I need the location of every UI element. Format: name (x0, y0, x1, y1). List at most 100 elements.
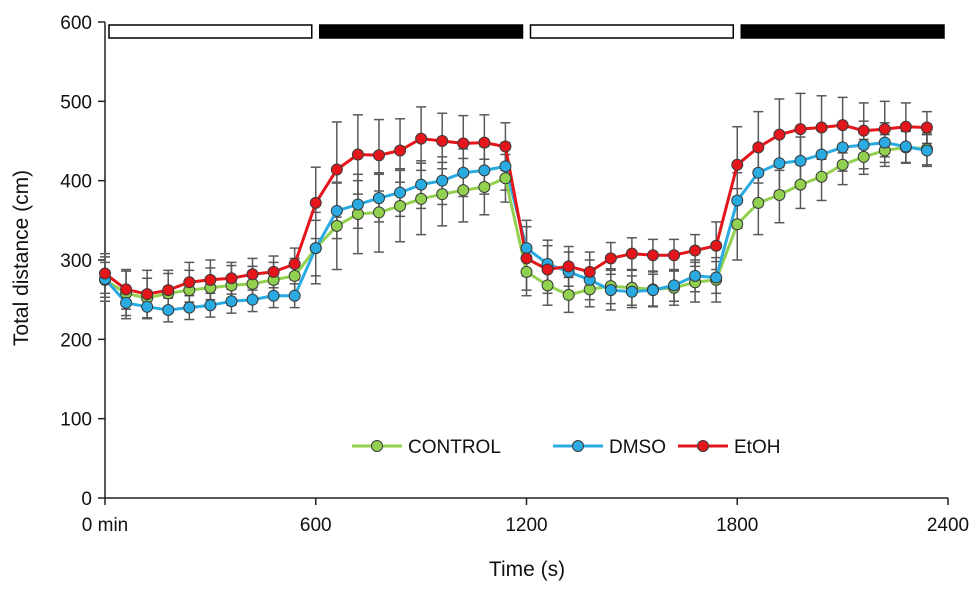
etoh-data-point (141, 288, 154, 301)
control-data-point (520, 265, 533, 278)
dmso-data-point (394, 186, 407, 199)
dmso-data-point (162, 303, 175, 316)
dmso-data-point (668, 279, 681, 292)
dark-phase-bar (319, 24, 524, 39)
control-data-point (541, 279, 554, 292)
control-data-point (372, 206, 385, 219)
legend-label-etoh: EtOH (734, 437, 780, 458)
y-axis-label: Total distance (cm) (10, 170, 33, 346)
x-tick-label: 0 min (82, 515, 128, 536)
etoh-data-point (204, 273, 217, 286)
y-tick-label: 100 (60, 410, 92, 431)
etoh-data-point (646, 249, 659, 262)
etoh-data-point (309, 196, 322, 209)
legend: CONTROL DMSO EtOH (352, 437, 780, 458)
etoh-data-point (899, 120, 912, 133)
dmso-data-point (520, 242, 533, 255)
dmso-data-point (225, 295, 238, 308)
legend-item-dmso: DMSO (553, 437, 666, 458)
y-tick-label: 400 (60, 172, 92, 193)
etoh-data-point (499, 140, 512, 153)
etoh-data-point (668, 249, 681, 262)
dmso-data-point (710, 271, 723, 284)
etoh-data-point (267, 265, 280, 278)
etoh-data-point (752, 141, 765, 154)
dmso-data-point (267, 289, 280, 302)
etoh-series-line (104, 123, 927, 296)
etoh-data-point (162, 284, 175, 297)
etoh-data-point (583, 265, 596, 278)
dmso-data-point (309, 242, 322, 255)
control-data-point (857, 150, 870, 163)
etoh-data-point (478, 136, 491, 149)
etoh-data-point (436, 135, 449, 147)
dmso-data-point (415, 178, 428, 191)
dmso-data-point (752, 166, 765, 179)
etoh-data-point (604, 252, 617, 265)
legend-marker-etoh (697, 440, 709, 452)
legend-marker-control (371, 440, 383, 452)
x-tick-label: 1800 (716, 515, 758, 536)
control-data-point (836, 158, 849, 171)
dmso-data-point (183, 301, 196, 314)
dmso-data-point (457, 166, 470, 179)
control-data-point (478, 181, 491, 194)
dmso-data-point (204, 299, 217, 312)
etoh-data-point (225, 272, 238, 285)
etoh-data-point (815, 121, 828, 134)
x-tick-label: 600 (300, 515, 332, 536)
y-tick-label: 300 (60, 251, 92, 272)
etoh-data-point (372, 149, 385, 162)
dmso-data-point (120, 296, 133, 309)
control-data-point (415, 192, 428, 205)
etoh-data-point (794, 123, 807, 136)
etoh-data-point (541, 263, 554, 276)
y-tick-label: 500 (60, 92, 92, 113)
y-tick-label: 600 (60, 13, 92, 34)
control-data-point (394, 200, 407, 213)
legend-item-etoh: EtOH (678, 437, 780, 458)
dmso-data-point (499, 160, 512, 173)
etoh-data-point (878, 123, 891, 136)
control-data-point (794, 178, 807, 191)
etoh-data-point (246, 268, 259, 281)
etoh-data-point (288, 257, 301, 270)
etoh-data-point (351, 148, 364, 161)
control-data-point (752, 196, 765, 209)
axes (98, 21, 949, 505)
etoh-data-point (394, 144, 407, 157)
dmso-data-point (288, 289, 301, 302)
legend-item-control: CONTROL (352, 437, 501, 458)
dmso-data-point (920, 144, 933, 157)
etoh-data-point (857, 124, 870, 137)
dmso-data-point (604, 284, 617, 297)
dmso-data-point (731, 194, 744, 207)
control-data-point (562, 288, 575, 301)
legend-label-dmso: DMSO (609, 437, 666, 458)
control-data-point (436, 188, 449, 201)
etoh-data-point (562, 260, 575, 273)
light-dark-bars (108, 24, 945, 39)
series-lines (103, 123, 928, 312)
etoh-data-point (99, 267, 111, 280)
etoh-data-point (731, 158, 744, 171)
y-tick-label: 0 (81, 489, 92, 510)
dmso-data-point (436, 174, 449, 187)
series-points (99, 119, 933, 316)
control-series-line (104, 145, 928, 300)
control-data-point (731, 218, 744, 231)
dmso-data-point (815, 148, 828, 161)
dmso-data-point (478, 164, 491, 177)
dmso-data-point (646, 284, 659, 297)
control-data-point (288, 269, 301, 282)
etoh-data-point (920, 121, 933, 134)
dmso-data-point (878, 136, 891, 149)
etoh-data-point (520, 252, 533, 265)
etoh-data-point (183, 276, 196, 289)
etoh-data-point (836, 119, 849, 132)
etoh-data-point (710, 239, 723, 252)
y-tick-label: 200 (60, 330, 92, 351)
x-tick-label: 2400 (927, 515, 969, 536)
